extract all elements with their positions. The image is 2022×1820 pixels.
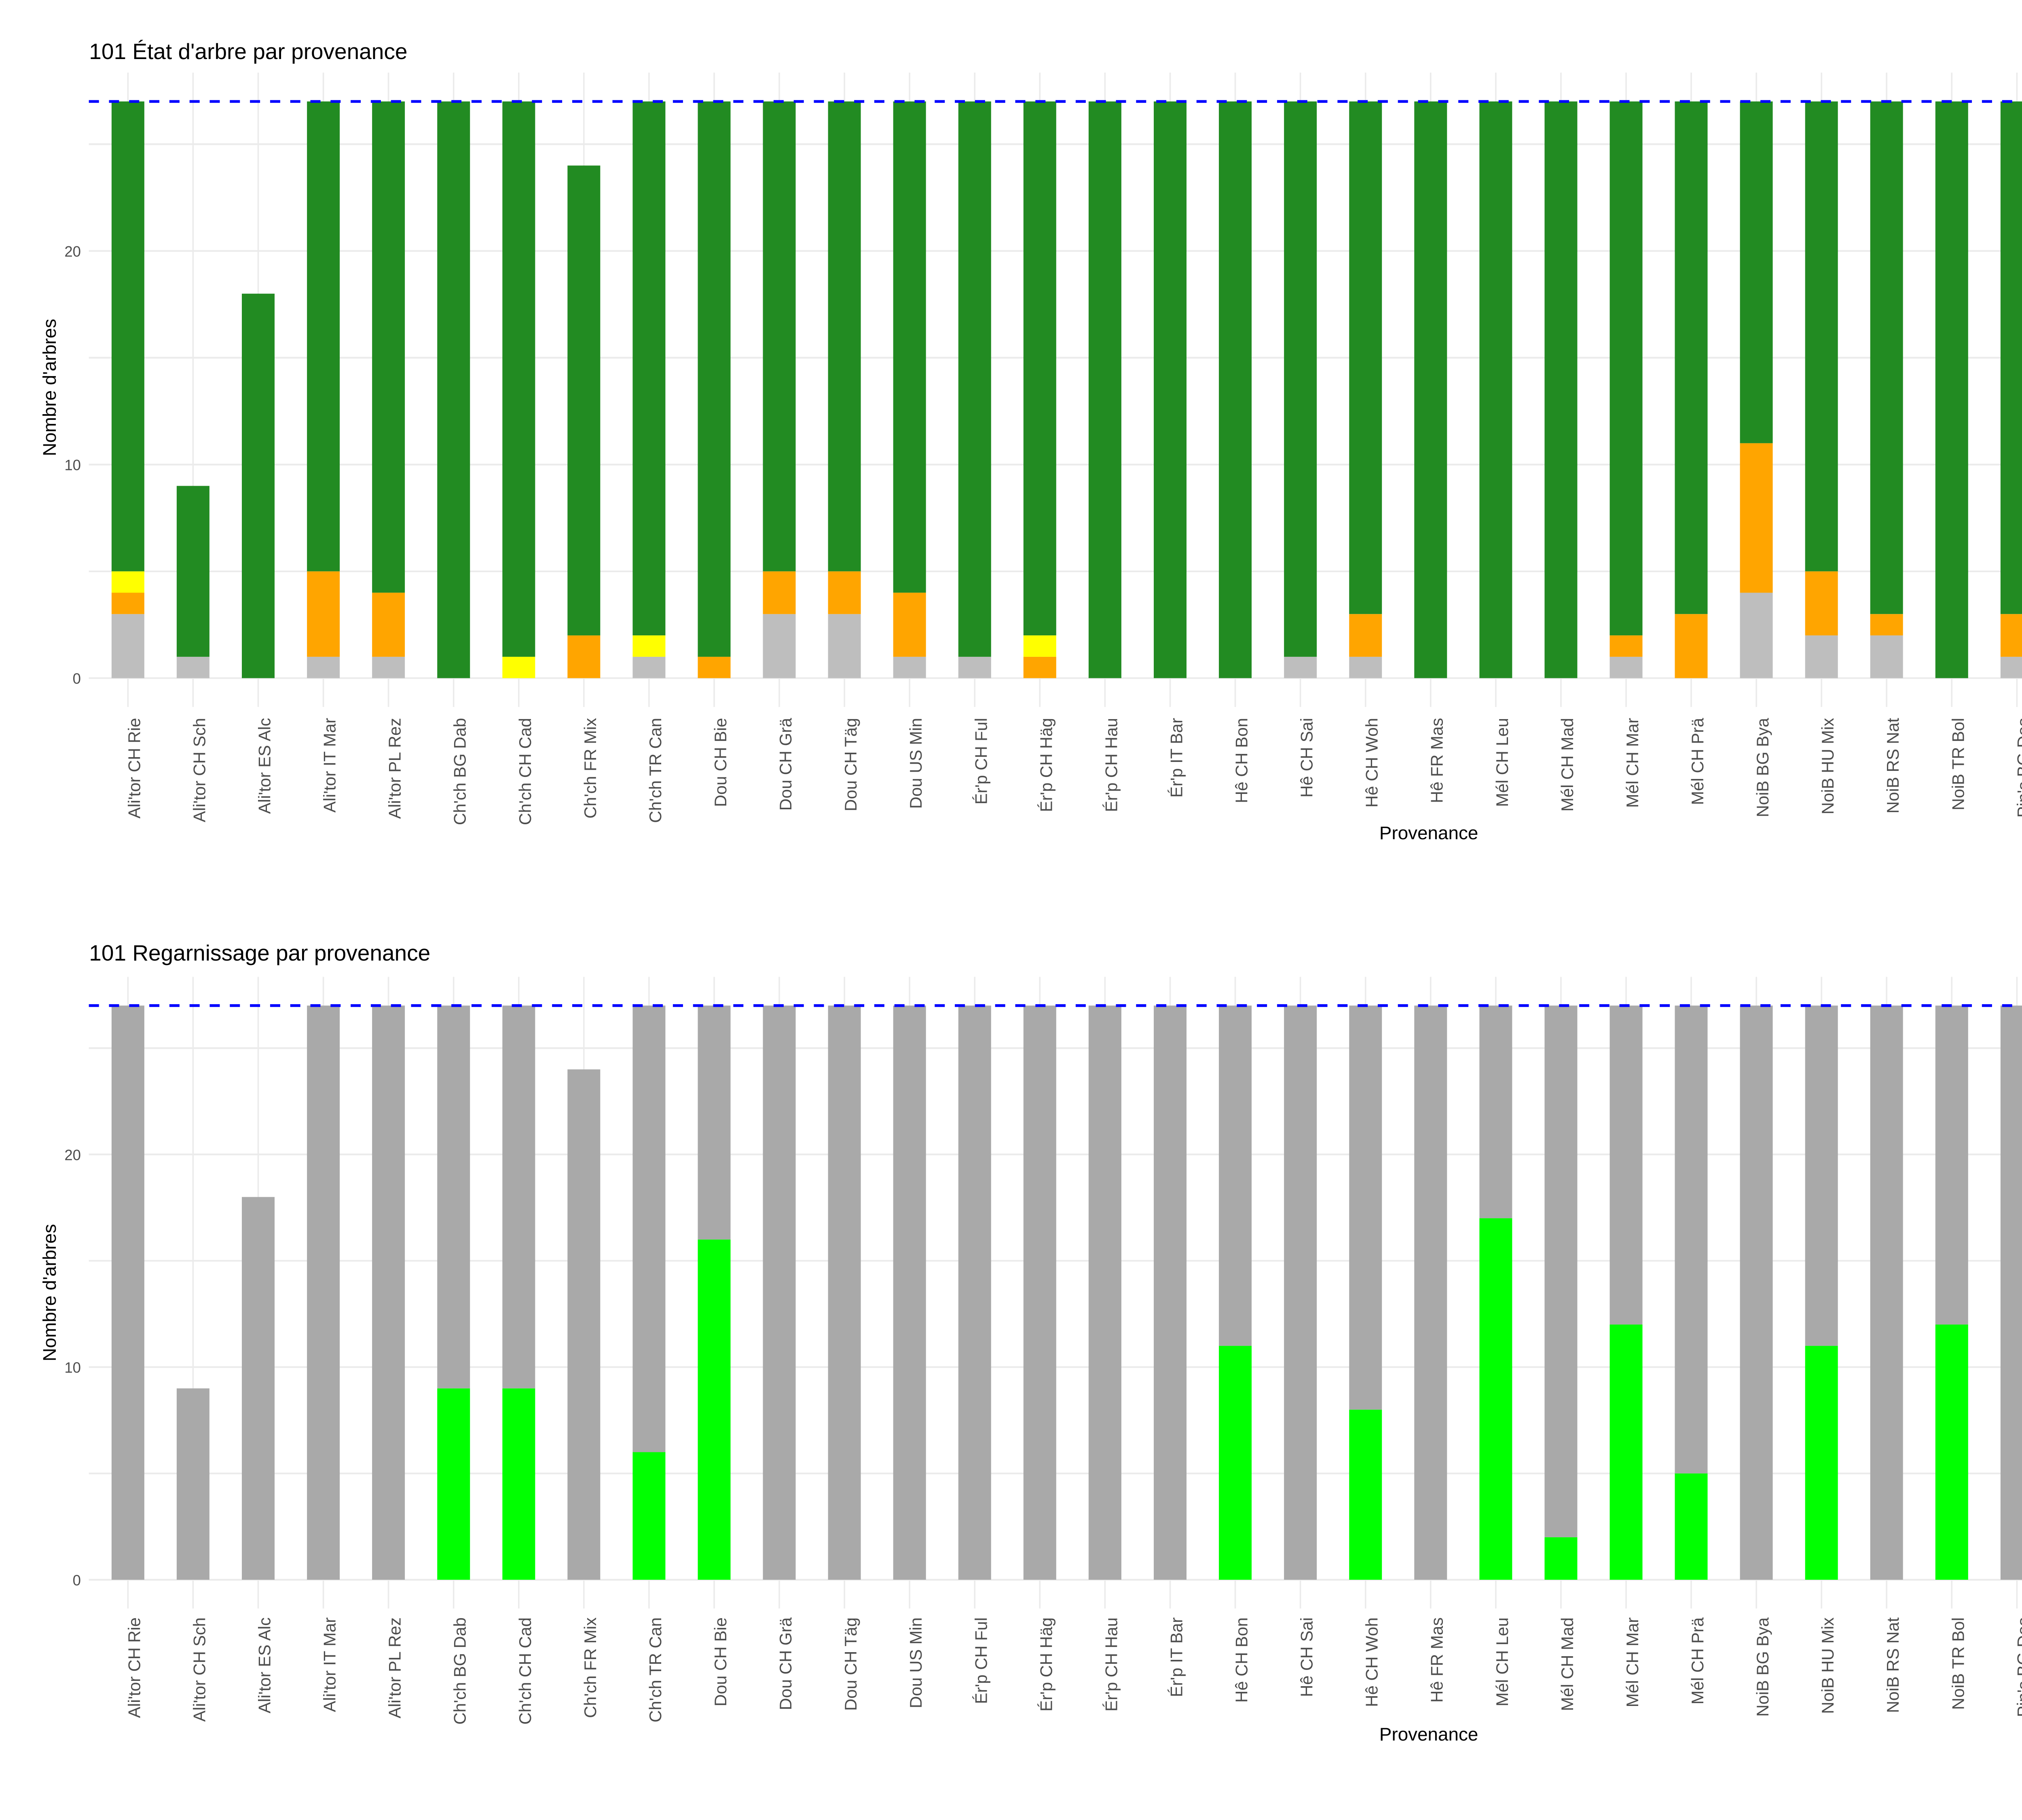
svg-text:Nombre d'arbres: Nombre d'arbres [39,1224,60,1361]
svg-text:Ér'p CH Hau: Ér'p CH Hau [1102,1617,1121,1712]
svg-text:Hê CH Sai: Hê CH Sai [1297,718,1316,798]
svg-text:Ch'ch FR Mix: Ch'ch FR Mix [581,718,600,819]
svg-text:10: 10 [64,1359,81,1376]
svg-text:Ali'tor CH Rie: Ali'tor CH Rie [125,1617,144,1718]
svg-text:Pin's BG Dos: Pin's BG Dos [2014,718,2022,818]
svg-text:Ch'ch BG Dab: Ch'ch BG Dab [451,1617,470,1725]
svg-text:Ér'p CH Ful: Ér'p CH Ful [971,718,990,804]
svg-text:101 Regarnissage par provenanc: 101 Regarnissage par provenance [89,940,430,965]
svg-text:Ali'tor CH Sch: Ali'tor CH Sch [190,718,209,822]
svg-text:Ali'tor CH Rie: Ali'tor CH Rie [125,718,144,819]
svg-text:101 État d'arbre par provenanc: 101 État d'arbre par provenance [89,39,407,64]
svg-text:Ch'ch BG Dab: Ch'ch BG Dab [451,718,470,825]
svg-text:Provenance: Provenance [1379,1724,1478,1745]
svg-text:Ch'ch TR Can: Ch'ch TR Can [646,718,665,823]
svg-text:Ér'p CH Hau: Ér'p CH Hau [1102,718,1121,812]
svg-text:NoiB BG Bya: NoiB BG Bya [1753,717,1772,817]
svg-text:Ch'ch FR Mix: Ch'ch FR Mix [581,1617,600,1718]
svg-text:Pin's BG Dos: Pin's BG Dos [2014,1617,2022,1717]
svg-text:Hê FR Mas: Hê FR Mas [1428,718,1447,803]
svg-text:Ér'p CH Ful: Ér'p CH Ful [971,1617,990,1704]
svg-text:Dou CH Täg: Dou CH Täg [841,718,860,811]
svg-text:Ali'tor PL Rez: Ali'tor PL Rez [385,1617,404,1718]
svg-text:Hê CH Bon: Hê CH Bon [1232,718,1251,803]
svg-text:Ali'tor ES Alc: Ali'tor ES Alc [255,1617,274,1713]
svg-text:NoiB RS Nat: NoiB RS Nat [1883,1617,1902,1713]
svg-text:Dou CH Bie: Dou CH Bie [711,718,730,807]
svg-text:Dou US Min: Dou US Min [906,1617,925,1708]
svg-text:Dou US Min: Dou US Min [906,718,925,809]
svg-text:Ér'p CH Häg: Ér'p CH Häg [1036,718,1055,812]
svg-text:Nombre d'arbres: Nombre d'arbres [39,319,60,456]
svg-text:NoiB TR Bol: NoiB TR Bol [1948,718,1967,811]
svg-text:Mél CH Mad: Mél CH Mad [1558,718,1577,812]
svg-text:Mél CH Leu: Mél CH Leu [1493,718,1512,807]
svg-text:Mél CH Mar: Mél CH Mar [1623,1617,1642,1707]
svg-text:0: 0 [73,1572,81,1589]
svg-text:Hê CH Bon: Hê CH Bon [1232,1617,1251,1703]
svg-text:Ali'tor PL Rez: Ali'tor PL Rez [385,718,404,819]
svg-text:NoiB RS Nat: NoiB RS Nat [1883,718,1902,814]
svg-text:Mél CH Mad: Mél CH Mad [1558,1617,1577,1711]
svg-text:Provenance: Provenance [1379,823,1478,843]
svg-text:20: 20 [64,1147,81,1163]
svg-text:Dou CH Grä: Dou CH Grä [776,717,795,811]
svg-text:0: 0 [73,671,81,687]
svg-text:Ali'tor ES Alc: Ali'tor ES Alc [255,718,274,814]
svg-text:NoiB HU Mix: NoiB HU Mix [1818,718,1837,815]
svg-text:NoiB TR Bol: NoiB TR Bol [1948,1617,1967,1710]
svg-text:NoiB BG Bya: NoiB BG Bya [1753,1617,1772,1716]
svg-text:Ch'ch CH Cad: Ch'ch CH Cad [516,718,535,825]
svg-text:NoiB HU Mix: NoiB HU Mix [1818,1617,1837,1714]
svg-text:Hê CH Sai: Hê CH Sai [1297,1617,1316,1697]
svg-text:Dou CH Grä: Dou CH Grä [776,1617,795,1710]
svg-text:10: 10 [64,457,81,474]
svg-text:Dou CH Täg: Dou CH Täg [841,1617,860,1711]
svg-text:Ali'tor IT Mar: Ali'tor IT Mar [320,1617,339,1712]
svg-text:Ali'tor IT Mar: Ali'tor IT Mar [320,718,339,813]
svg-text:Ér'p IT Bar: Ér'p IT Bar [1167,1617,1186,1697]
svg-text:Mél CH Prä: Mél CH Prä [1688,717,1707,805]
svg-text:Ér'p IT Bar: Ér'p IT Bar [1167,718,1186,798]
svg-text:Dou CH Bie: Dou CH Bie [711,1617,730,1706]
svg-text:Mél CH Leu: Mél CH Leu [1493,1617,1512,1706]
svg-text:Ch'ch TR Can: Ch'ch TR Can [646,1617,665,1723]
svg-text:Hê CH Woh: Hê CH Woh [1362,1617,1381,1707]
svg-text:Hê CH Woh: Hê CH Woh [1362,718,1381,808]
svg-text:Hê FR Mas: Hê FR Mas [1428,1617,1447,1703]
svg-text:Mél CH Prä: Mél CH Prä [1688,1617,1707,1704]
svg-text:Ér'p CH Häg: Ér'p CH Häg [1036,1617,1055,1712]
svg-text:Mél CH Mar: Mél CH Mar [1623,718,1642,808]
svg-text:Ch'ch CH Cad: Ch'ch CH Cad [516,1617,535,1725]
svg-text:20: 20 [64,243,81,260]
svg-text:Ali'tor CH Sch: Ali'tor CH Sch [190,1617,209,1722]
